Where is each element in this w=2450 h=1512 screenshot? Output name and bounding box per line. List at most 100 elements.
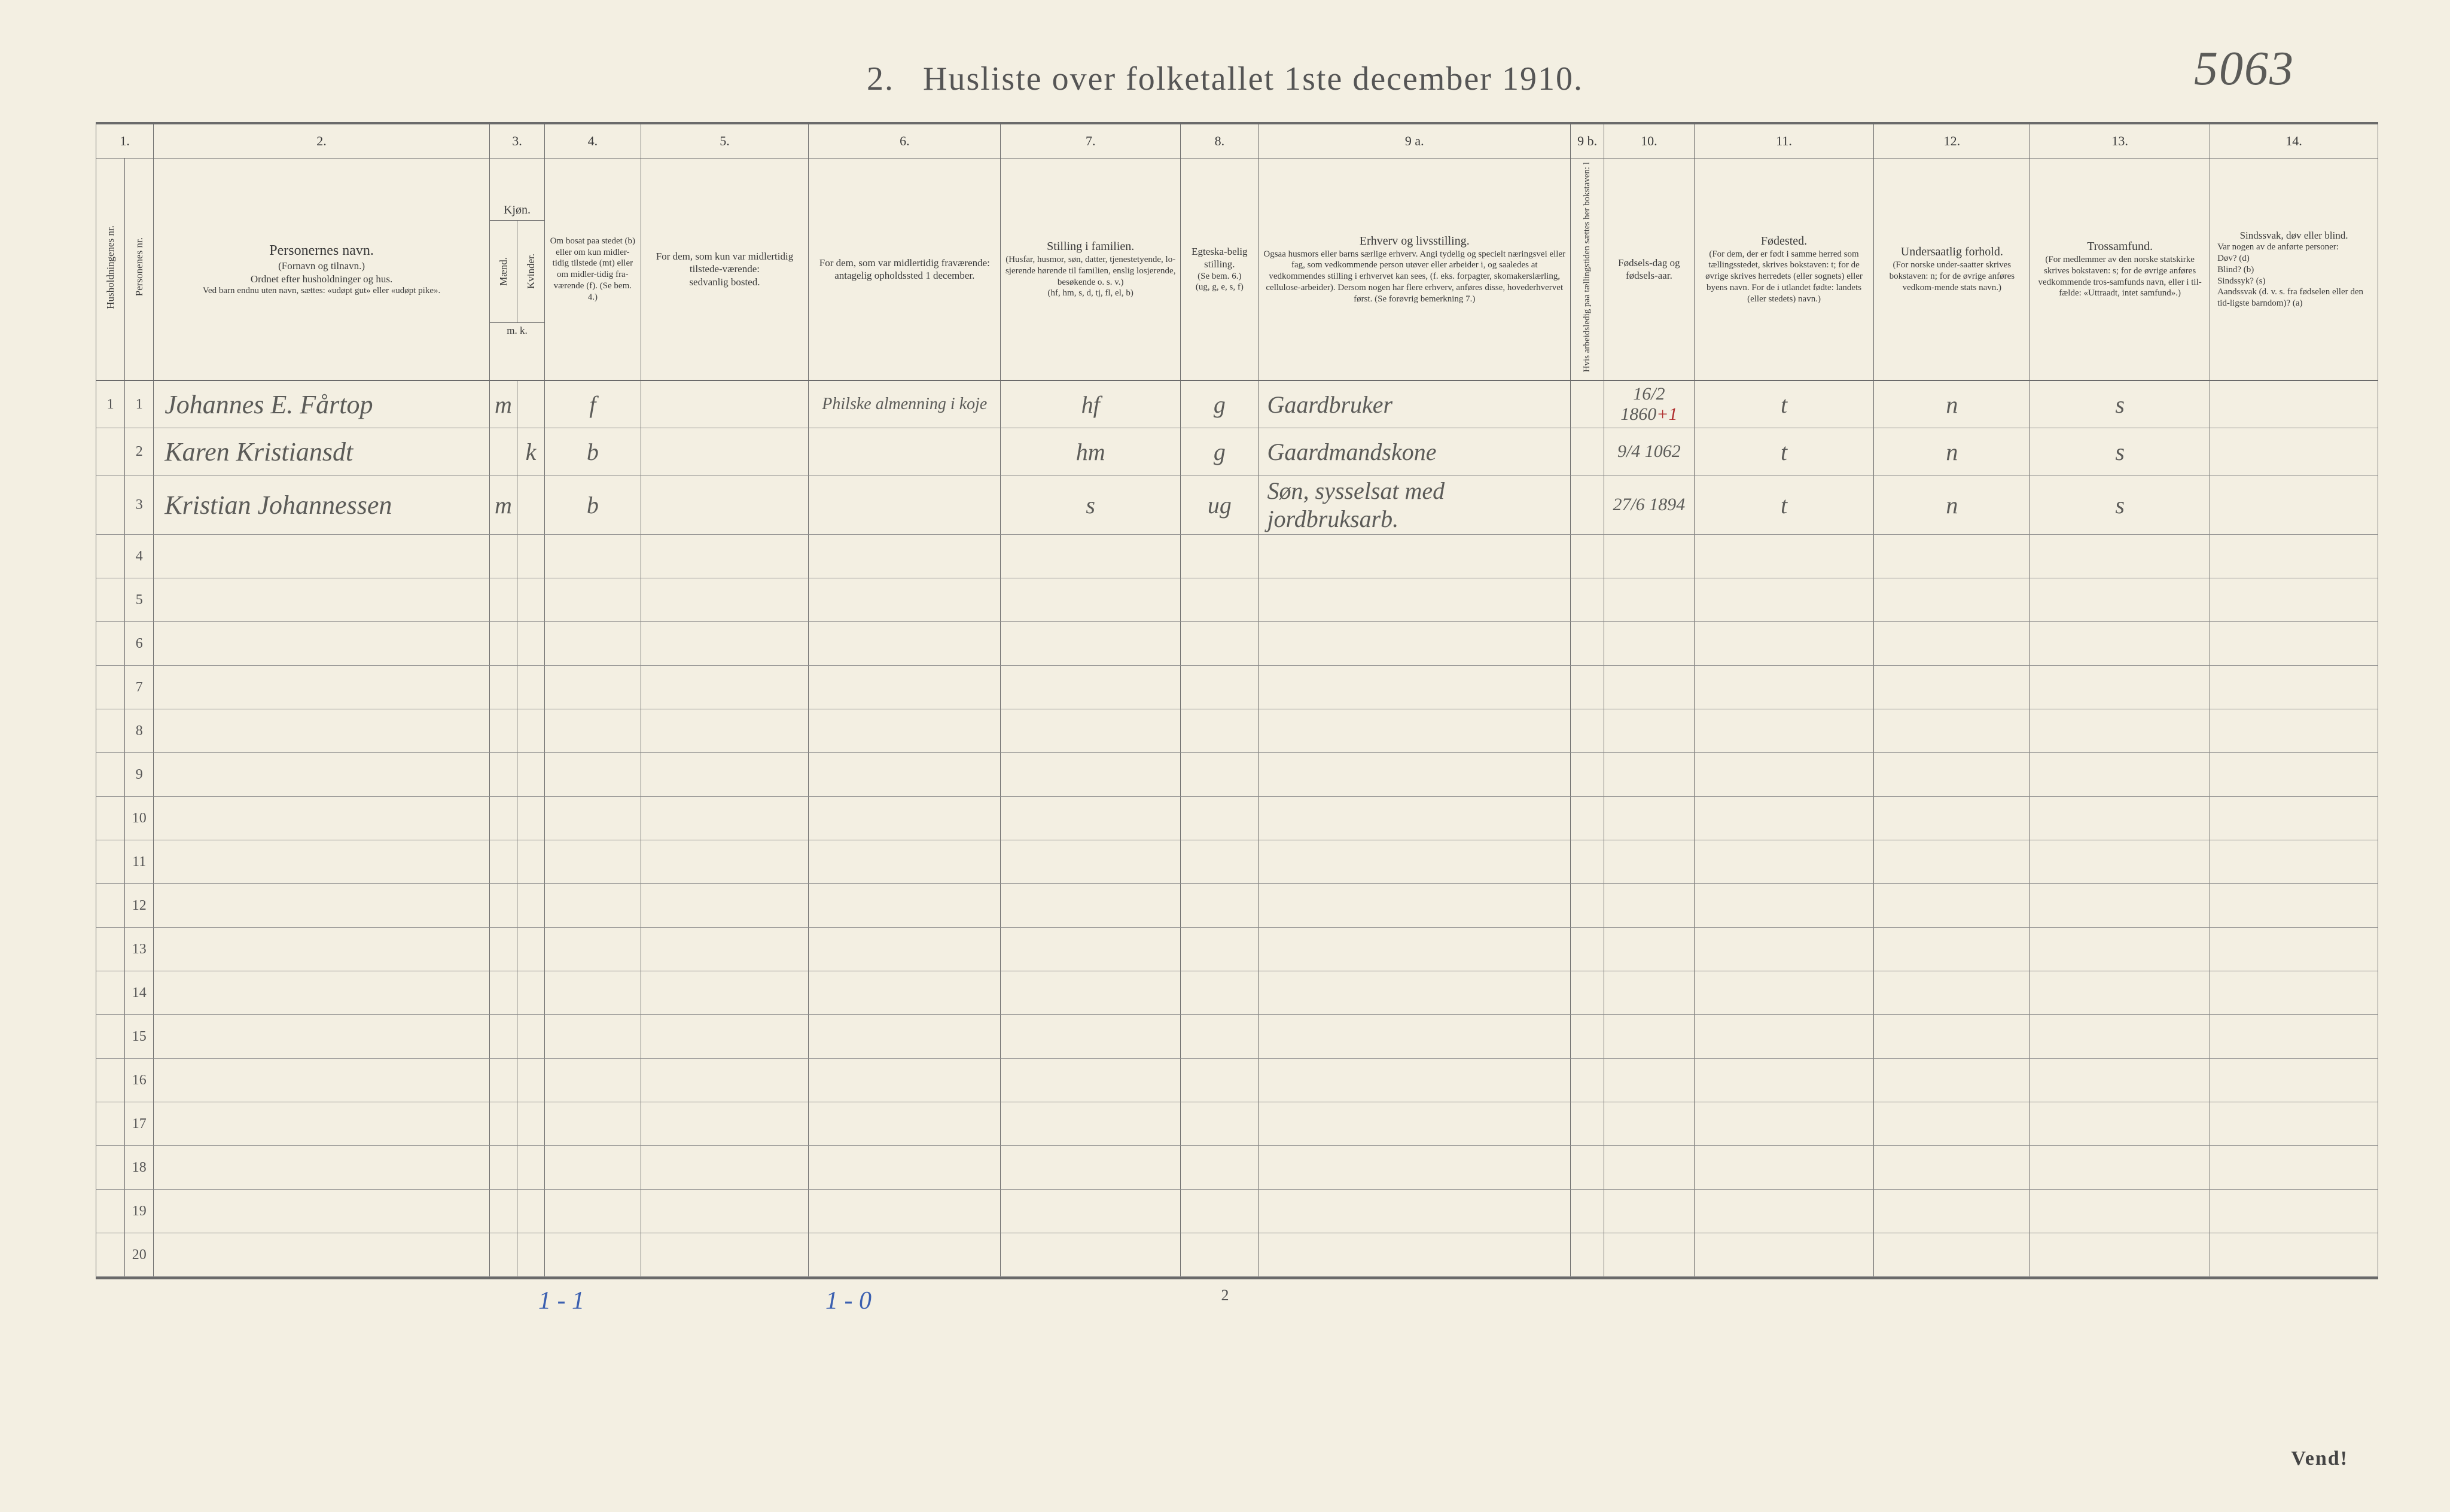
table-row: 15 — [96, 1015, 2378, 1059]
cell-unemployed — [1571, 1233, 1604, 1277]
cell-disability — [2210, 709, 2378, 753]
title-row: 2. Husliste over folketallet 1ste decemb… — [0, 60, 2450, 98]
cell-nationality — [1874, 840, 2030, 884]
cell-temp-present — [641, 709, 809, 753]
cell-sex-m — [489, 709, 517, 753]
cell-name — [154, 622, 490, 666]
cell-birthdate — [1604, 666, 1694, 709]
cell-temp-present — [641, 1059, 809, 1102]
table-row: 3Kristian JohannessenmbsugSøn, sysselsat… — [96, 475, 2378, 535]
cell-unemployed — [1571, 971, 1604, 1015]
colnum-9a: 9 a. — [1258, 124, 1571, 158]
cell-family-pos — [1001, 840, 1181, 884]
cell-family-pos — [1001, 971, 1181, 1015]
footer-annotation-2: 1 - 0 — [825, 1287, 871, 1315]
col-header-sub: Ogsaa husmors eller barns særlige erhver… — [1263, 249, 1567, 305]
cell-nationality — [1874, 578, 2030, 622]
cell-occupation — [1258, 666, 1571, 709]
cell-residence — [545, 1190, 641, 1233]
cell-sex-k — [517, 622, 544, 666]
cell-name — [154, 1059, 490, 1102]
col-header-sub: (Husfar, husmor, søn, datter, tjenestety… — [1004, 254, 1177, 299]
cell-marital — [1181, 578, 1258, 622]
cell-religion — [2030, 1059, 2210, 1102]
cell-disability — [2210, 428, 2378, 475]
cell-occupation — [1258, 1146, 1571, 1190]
col-header-sub: Kvinder. — [525, 254, 537, 289]
cell-marital — [1181, 709, 1258, 753]
cell-religion: s — [2030, 475, 2210, 535]
cell-birthdate — [1604, 1233, 1694, 1277]
cell-sex-k — [517, 1146, 544, 1190]
cell-religion — [2030, 1190, 2210, 1233]
cell-religion — [2030, 928, 2210, 971]
table-row: 14 — [96, 971, 2378, 1015]
col-header-label: Husholdningenes nr. — [104, 225, 117, 309]
cell-name — [154, 1015, 490, 1059]
cell-birthdate — [1604, 709, 1694, 753]
cell-unemployed — [1571, 884, 1604, 928]
cell-temp-present — [641, 840, 809, 884]
cell-family-pos — [1001, 928, 1181, 971]
cell-sex-m — [489, 797, 517, 840]
table-row: 6 — [96, 622, 2378, 666]
cell-birthdate — [1604, 971, 1694, 1015]
colnum-11: 11. — [1694, 124, 1874, 158]
cell-marital — [1181, 797, 1258, 840]
cell-temp-present — [641, 578, 809, 622]
cell-sex-m — [489, 753, 517, 797]
cell-occupation — [1258, 622, 1571, 666]
cell-birthdate: 27/6 1894 — [1604, 475, 1694, 535]
cell-person-nr: 10 — [125, 797, 154, 840]
cell-name — [154, 535, 490, 578]
cell-household-nr — [96, 1102, 125, 1146]
colnum-5: 5. — [641, 124, 809, 158]
cell-residence — [545, 1102, 641, 1146]
cell-household-nr — [96, 971, 125, 1015]
cell-name — [154, 1146, 490, 1190]
cell-temp-present — [641, 884, 809, 928]
cell-nationality — [1874, 535, 2030, 578]
cell-occupation — [1258, 884, 1571, 928]
census-table-wrapper: 1. 2. 3. 4. 5. 6. 7. 8. 9 a. 9 b. 10. 11… — [96, 122, 2378, 1279]
cell-person-nr: 14 — [125, 971, 154, 1015]
table-row: 19 — [96, 1190, 2378, 1233]
cell-unemployed — [1571, 380, 1604, 428]
cell-temp-present — [641, 1146, 809, 1190]
cell-birthdate — [1604, 1015, 1694, 1059]
cell-residence — [545, 578, 641, 622]
column-number-row: 1. 2. 3. 4. 5. 6. 7. 8. 9 a. 9 b. 10. 11… — [96, 124, 2378, 158]
cell-disability — [2210, 753, 2378, 797]
cell-disability — [2210, 840, 2378, 884]
col-header-sub: (For medlemmer av den norske statskirke … — [2034, 254, 2206, 299]
cell-marital — [1181, 1233, 1258, 1277]
cell-person-nr: 7 — [125, 666, 154, 709]
cell-disability — [2210, 1146, 2378, 1190]
cell-residence — [545, 971, 641, 1015]
colnum-13: 13. — [2030, 124, 2210, 158]
cell-nationality — [1874, 1233, 2030, 1277]
cell-residence — [545, 928, 641, 971]
table-row: 12 — [96, 884, 2378, 928]
cell-family-pos — [1001, 709, 1181, 753]
col-header-name: Personernes navn. (Fornavn og tilnavn.) … — [154, 158, 490, 381]
cell-sex-k — [517, 1059, 544, 1102]
cell-household-nr — [96, 578, 125, 622]
cell-unemployed — [1571, 428, 1604, 475]
cell-sex-m — [489, 666, 517, 709]
column-header-row: Husholdningenes nr. Personenes nr. Perso… — [96, 158, 2378, 381]
cell-unemployed — [1571, 1102, 1604, 1146]
cell-birthdate — [1604, 535, 1694, 578]
cell-residence — [545, 753, 641, 797]
cell-religion — [2030, 1146, 2210, 1190]
cell-birthdate — [1604, 1102, 1694, 1146]
cell-temp-present — [641, 753, 809, 797]
table-row: 16 — [96, 1059, 2378, 1102]
cell-nationality: n — [1874, 428, 2030, 475]
cell-marital — [1181, 622, 1258, 666]
col-header-label: Erhverv og livsstilling. — [1263, 234, 1567, 249]
cell-unemployed — [1571, 1059, 1604, 1102]
cell-temp-absent — [809, 1102, 1001, 1146]
cell-birthplace — [1694, 622, 1874, 666]
cell-household-nr — [96, 797, 125, 840]
